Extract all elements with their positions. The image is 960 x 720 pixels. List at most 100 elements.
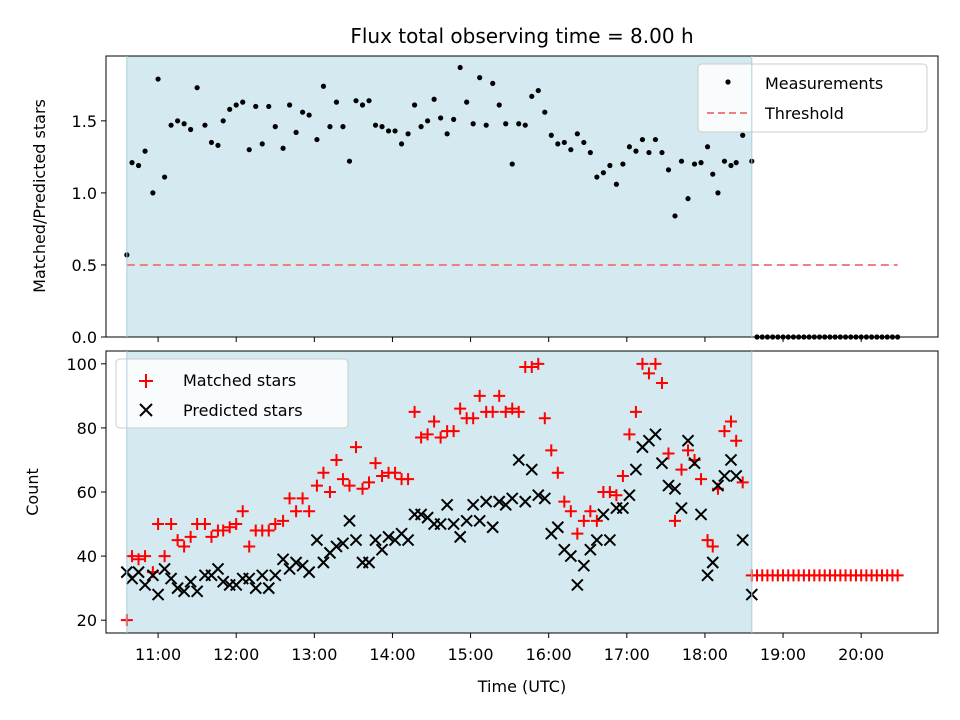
bottom-y-ticks: 20 40 60 80 100: [66, 355, 106, 630]
bottom-x-ticks: 11:00 12:00 13:00 14:00 15:00 16:00 17:00 18:00…: [135, 633, 884, 664]
matched-stars-point: [303, 505, 316, 518]
x-tick-label: 15:00: [448, 645, 494, 664]
measurements-point: [672, 213, 678, 219]
measurements-point: [142, 148, 148, 154]
top-legend: Measurements Threshold: [697, 63, 928, 133]
predicted-stars-point: [616, 501, 630, 515]
predicted-stars-point: [597, 508, 610, 521]
measurements-point: [639, 136, 646, 143]
predicted-stars-point: [151, 588, 165, 601]
matched-stars-point: [525, 361, 538, 374]
predicted-stars-point: [375, 543, 389, 556]
top-panel: 0.0 0.5 1.0 1.5 Flux total observing time =…: [30, 24, 939, 347]
measurements-point: [366, 98, 372, 104]
predicted-stars-point: [584, 543, 597, 556]
measurements-point: [300, 109, 306, 115]
predicted-stars-point: [512, 453, 525, 467]
measurements-point: [135, 162, 142, 169]
measurements-point: [477, 75, 483, 81]
measurements-point: [168, 122, 174, 128]
matched-stars-point: [493, 389, 506, 402]
measurements-point: [728, 162, 734, 169]
predicted-stars-point: [662, 479, 675, 492]
predicted-stars-point: [577, 559, 591, 572]
predicted-stars-point: [171, 581, 184, 595]
predicted-stars-point: [729, 469, 743, 483]
predicted-stars-point: [158, 562, 171, 576]
matched-stars-point: [310, 479, 323, 492]
measurements-point: [353, 98, 359, 104]
measurements-point: [240, 99, 246, 105]
measurements-point: [496, 102, 502, 108]
matched-stars-point: [158, 550, 171, 563]
matched-stars-point: [454, 402, 467, 415]
measurements-point: [314, 136, 320, 143]
measurements-point: [333, 99, 340, 105]
matched-stars-point: [171, 534, 184, 547]
matched-stars-point: [623, 428, 636, 441]
matched-stars-point: [649, 357, 662, 370]
legend-matched-label: Matched stars: [183, 371, 296, 390]
measurements-point: [411, 102, 418, 108]
measurements-point: [626, 144, 633, 150]
top-y-tick-label: 0.5: [72, 256, 97, 275]
measurements-point: [392, 128, 398, 134]
measurements-point: [359, 102, 366, 108]
matched-stars-point: [706, 540, 719, 553]
matched-stars-point: [467, 412, 480, 425]
matched-stars-point: [473, 389, 486, 402]
predicted-stars-point: [447, 517, 460, 531]
measurements-point: [483, 122, 489, 128]
predicted-stars-point: [711, 479, 725, 492]
measurements-point: [444, 131, 450, 137]
top-y-ticks: 0.0 0.5 1.0 1.5: [72, 112, 106, 347]
matched-stars-point: [551, 466, 564, 479]
measurements-point: [715, 190, 721, 196]
measurements-point: [464, 99, 470, 105]
measurements-point: [691, 161, 698, 167]
matched-stars-point: [269, 518, 282, 531]
predicted-stars-point: [289, 556, 303, 569]
matched-stars-point: [323, 486, 336, 498]
predicted-stars-point: [369, 533, 382, 547]
legend-measurements-label: Measurements: [765, 74, 883, 93]
measurements-point: [129, 160, 135, 166]
matched-stars-point: [538, 412, 551, 425]
bottom-y-tick-label: 40: [77, 547, 97, 566]
predicted-stars-point: [132, 565, 145, 579]
matched-stars-point: [512, 405, 525, 418]
matched-stars-point: [290, 505, 303, 518]
matched-stars-point: [277, 514, 290, 527]
measurements-point: [561, 139, 567, 146]
measurements-point: [346, 158, 353, 164]
measurements-point: [379, 124, 385, 130]
matched-stars-point: [584, 505, 597, 518]
x-tick-label: 12:00: [213, 645, 259, 664]
predicted-stars-point: [564, 549, 578, 563]
chart-title: Flux total observing time = 8.00 h: [350, 24, 693, 48]
measurements-point: [535, 87, 541, 94]
measurements-point: [587, 149, 593, 156]
predicted-stars-point: [519, 495, 532, 508]
matched-stars-point: [330, 453, 343, 466]
matched-stars-point: [590, 514, 603, 527]
matched-stars-point: [369, 457, 382, 470]
measurements-point: [529, 93, 535, 99]
matched-stars-point: [243, 540, 256, 553]
predicted-stars-point: [590, 533, 604, 547]
predicted-stars-point: [184, 575, 197, 588]
predicted-stars-point: [688, 456, 701, 470]
measurements-point: [740, 132, 746, 138]
predicted-stars-point: [177, 585, 191, 598]
measurements-point: [581, 139, 587, 146]
matched-stars-point: [499, 405, 512, 418]
measurements-point: [220, 118, 226, 124]
measurements-point: [208, 139, 215, 146]
predicted-stars-point: [623, 488, 636, 502]
matched-stars-point: [564, 505, 577, 518]
measurements-point: [227, 106, 233, 112]
predicted-stars-point: [211, 562, 225, 576]
legend-measurements-marker: [725, 79, 731, 85]
matched-stars-point: [655, 377, 668, 390]
predicted-stars-point: [486, 521, 499, 534]
